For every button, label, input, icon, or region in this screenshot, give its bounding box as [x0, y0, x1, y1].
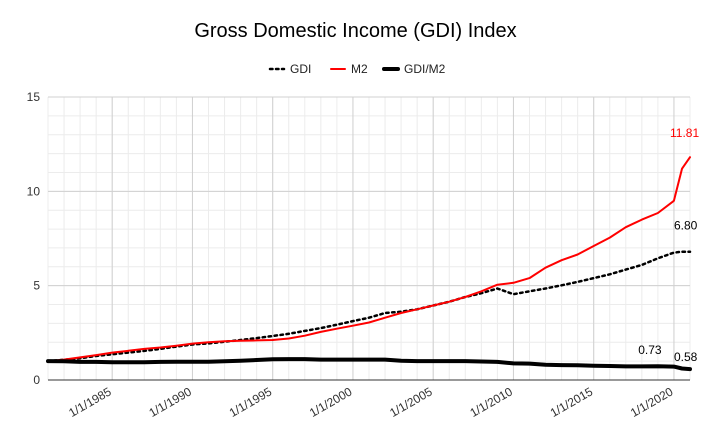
chart-title: Gross Domestic Income (GDI) Index	[194, 20, 517, 42]
data-label: 6.80	[674, 219, 698, 233]
series-line-m2	[47, 156, 691, 363]
y-tick-label: 0	[33, 373, 40, 387]
x-tick-label: 1/1/2005	[387, 384, 435, 420]
series-line-gdi-m2	[46, 357, 692, 372]
data-label: 0.58	[674, 350, 698, 364]
x-tick-label: 1/1/2020	[628, 384, 676, 420]
y-tick-label: 15	[27, 90, 41, 104]
x-tick-label: 1/1/1990	[146, 384, 194, 420]
x-tick-label: 1/1/2010	[467, 384, 515, 420]
annotation-label: 0.73	[638, 343, 662, 357]
legend-label-gdi-m2: GDI/M2	[404, 62, 446, 76]
legend-label-m2: M2	[351, 62, 368, 76]
data-label: 11.81	[670, 126, 699, 140]
x-tick-label: 1/1/2015	[548, 384, 596, 420]
x-tick-label: 1/1/2000	[307, 384, 355, 420]
x-tick-label: 1/1/1995	[227, 384, 275, 420]
y-tick-label: 5	[33, 279, 40, 293]
x-tick-label: 1/1/1985	[66, 384, 114, 420]
y-tick-label: 10	[27, 184, 41, 198]
legend-label-gdi: GDI	[290, 62, 311, 76]
series-line-gdi	[46, 250, 692, 363]
